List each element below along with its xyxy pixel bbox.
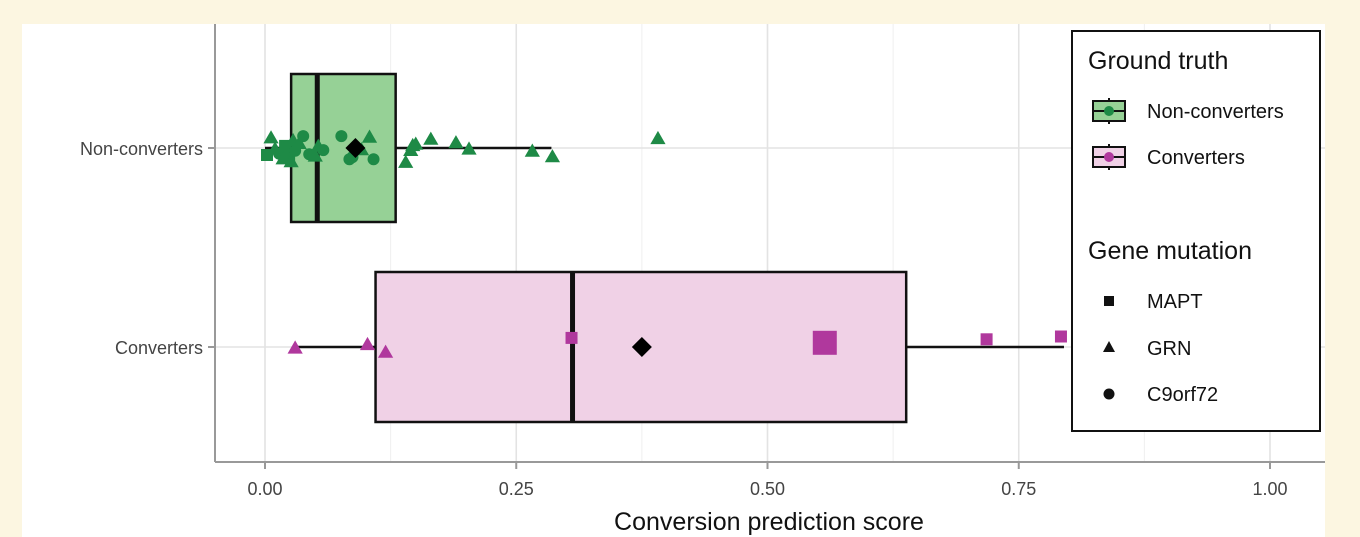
mean-diamond xyxy=(631,337,652,357)
y-tick-label: Converters xyxy=(115,338,203,358)
legend-box xyxy=(1071,30,1321,432)
box-group xyxy=(261,72,666,224)
point-grn xyxy=(283,154,299,168)
point-c9orf72 xyxy=(335,130,348,143)
x-tick-label: 0.25 xyxy=(499,479,534,499)
point-c9orf72 xyxy=(367,153,380,166)
point-grn xyxy=(307,148,323,162)
box-group xyxy=(287,270,1067,424)
legend-label-converters: Converters xyxy=(1147,147,1245,169)
point-grn xyxy=(408,136,424,150)
point-c9orf72 xyxy=(297,130,310,143)
point-grn xyxy=(263,130,279,144)
point-grn xyxy=(423,131,439,145)
point-mapt xyxy=(1054,330,1067,343)
x-tick-label: 0.50 xyxy=(750,479,785,499)
point-grn xyxy=(448,135,464,149)
y-axis-ticks: Non-converters Converters xyxy=(80,139,215,358)
x-axis-title: Conversion prediction score xyxy=(614,508,924,536)
point-grn xyxy=(650,130,666,145)
legend-label-mapt: MAPT xyxy=(1147,291,1203,313)
legend-key-grn xyxy=(1103,341,1115,352)
point-grn xyxy=(461,141,477,155)
point-grn xyxy=(359,336,376,351)
point-grn xyxy=(398,154,414,168)
point-grn xyxy=(361,129,378,143)
point-grn xyxy=(291,135,307,149)
legend-key-converters xyxy=(1092,144,1126,170)
point-mapt xyxy=(565,331,578,344)
legend-title-ground-truth: Ground truth xyxy=(1088,47,1228,75)
x-tick-label: 0.75 xyxy=(1001,479,1036,499)
legend-label-grn: GRN xyxy=(1147,338,1191,360)
legend-label-c9orf72: C9orf72 xyxy=(1147,384,1218,406)
legend: Ground truth Non-converters Converters G… xyxy=(1071,30,1321,432)
point-grn xyxy=(378,344,394,358)
legend-label-non-converters: Non-converters xyxy=(1147,101,1284,123)
point-grn xyxy=(287,340,303,354)
x-tick-label: 1.00 xyxy=(1252,479,1287,499)
point-mapt xyxy=(980,333,993,346)
legend-title-gene-mutation: Gene mutation xyxy=(1088,237,1252,265)
point-mapt xyxy=(812,330,837,355)
legend-key-mapt xyxy=(1104,296,1114,306)
iqr-box xyxy=(289,72,397,224)
point-grn xyxy=(524,143,540,157)
x-axis-ticks: 0.00 0.25 0.50 0.75 1.00 xyxy=(247,462,1288,499)
x-tick-label: 0.00 xyxy=(247,479,282,499)
point-grn xyxy=(544,149,561,163)
legend-key-c9orf72 xyxy=(1103,388,1115,400)
chart-marks xyxy=(261,72,1067,424)
mean-diamond xyxy=(345,138,366,158)
point-c9orf72 xyxy=(317,144,330,157)
legend-key-non-converters xyxy=(1092,98,1126,124)
y-tick-label: Non-converters xyxy=(80,139,203,159)
